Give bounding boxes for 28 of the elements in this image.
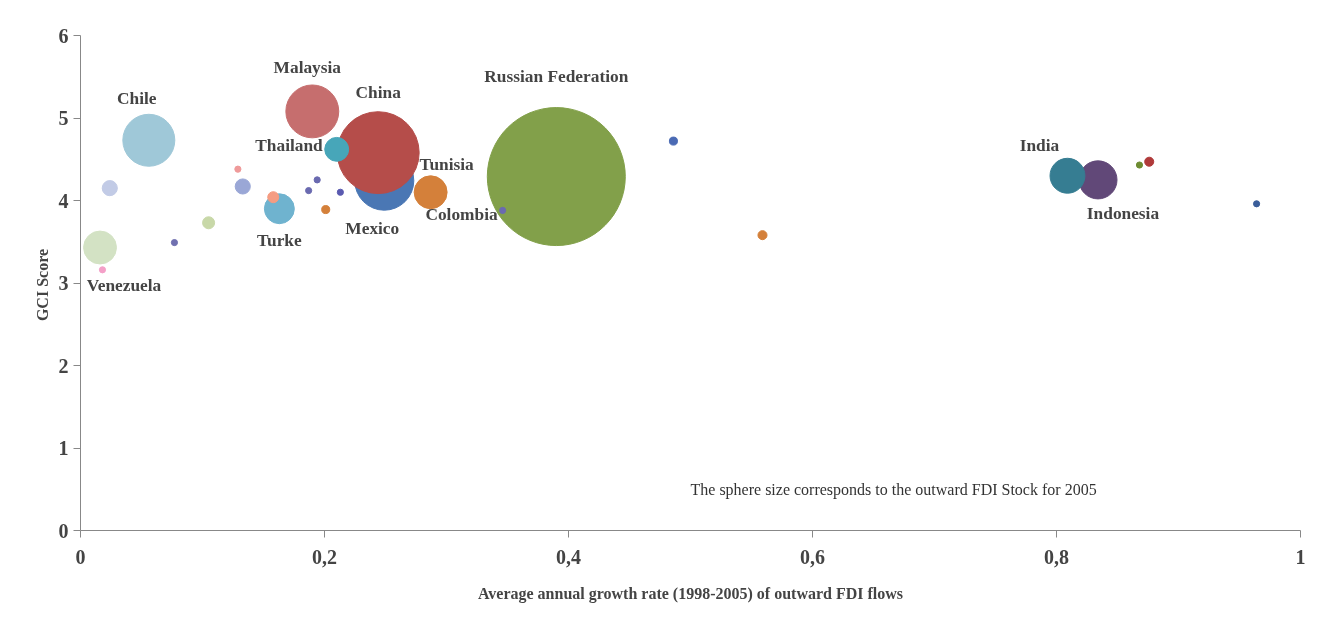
series-label: Venezuela — [86, 276, 162, 296]
series-label: China — [355, 83, 402, 103]
series-label: Malaysia — [273, 57, 342, 77]
y-tick-label: 3 — [58, 272, 69, 294]
y-axis-title: GCI Score — [33, 248, 51, 322]
series-label: Colombia — [425, 204, 498, 224]
series-label: Turke — [257, 231, 302, 251]
y-tick-label: 1 — [58, 437, 69, 459]
x-tick-label: 0,4 — [556, 545, 581, 568]
x-tick-label: 0 — [75, 545, 86, 568]
y-tick-label: 0 — [58, 519, 69, 542]
series-label: Russian Federation — [484, 67, 629, 87]
annotation: The sphere size corresponds to the outward FDI Stock for 2005 — [690, 480, 1097, 499]
x-tick-label: 0,8 — [1044, 545, 1069, 568]
x-axis-title: Average annual growth rate (1998-2005) of outward FDI flows — [477, 584, 904, 603]
y-tick-label: 4 — [58, 189, 69, 212]
series-label: Indonesia — [1086, 204, 1160, 224]
series-label: Thailand — [255, 135, 324, 155]
y-tick-label: 2 — [58, 354, 69, 377]
x-tick-label: 1 — [1295, 545, 1306, 568]
series-label: Mexico — [345, 219, 400, 239]
series-label: Tunisia — [419, 154, 475, 174]
series-label: India — [1019, 136, 1060, 156]
series-label: Chile — [117, 88, 157, 108]
x-tick-label: 0,2 — [312, 545, 337, 568]
y-tick-label: 6 — [58, 24, 69, 47]
x-tick-label: 0,6 — [800, 545, 825, 568]
y-tick-label: 5 — [58, 107, 69, 129]
